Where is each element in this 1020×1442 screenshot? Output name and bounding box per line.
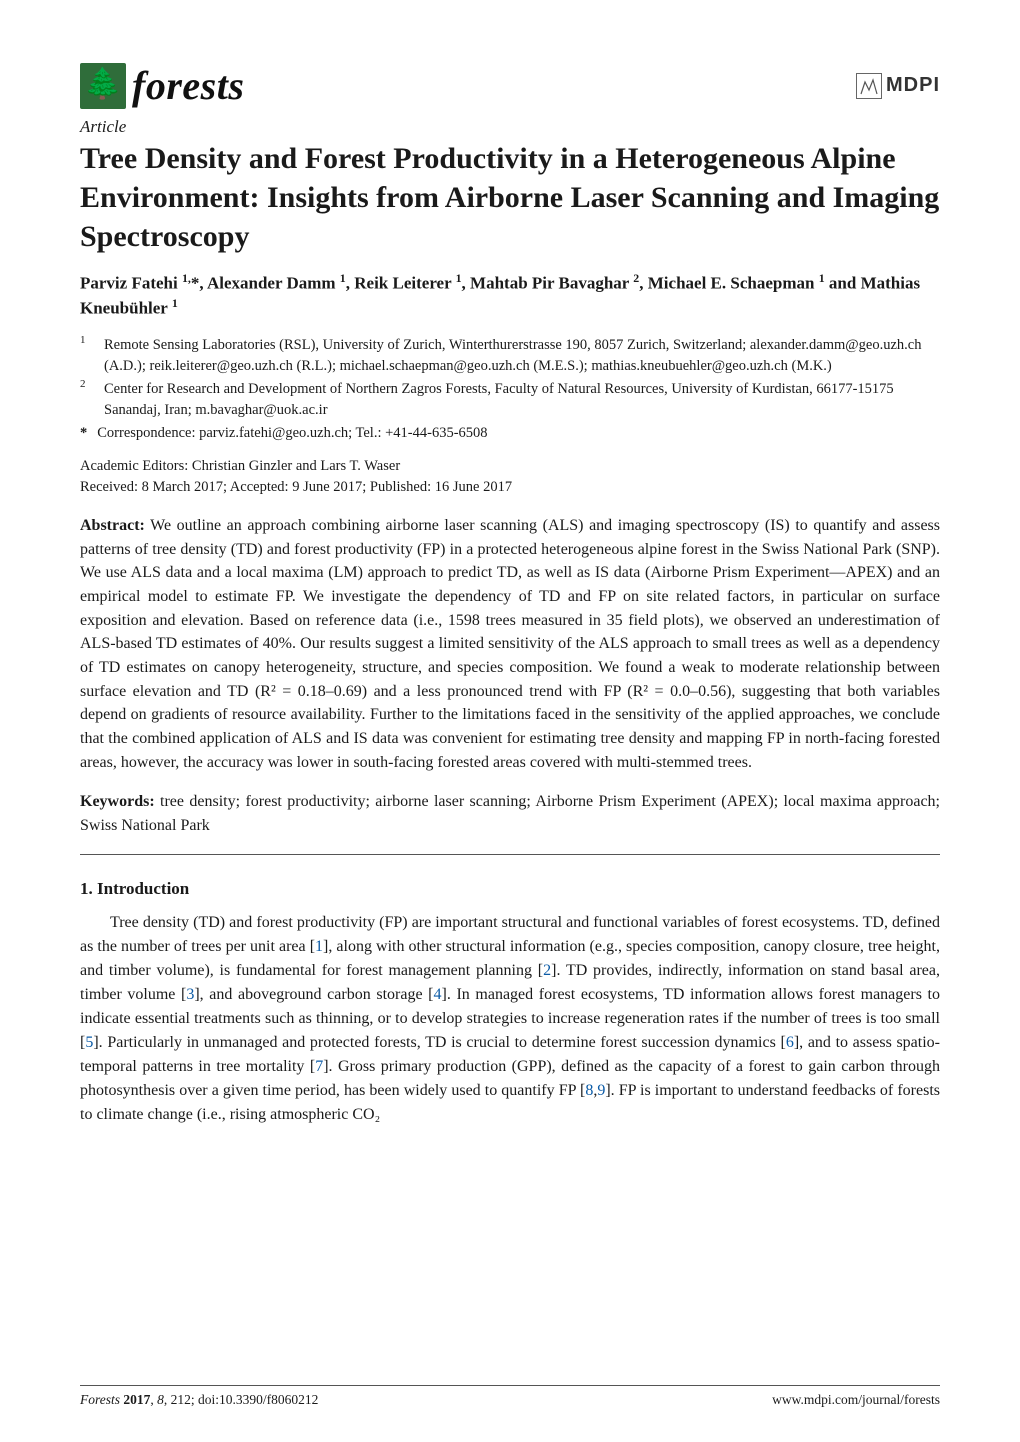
article-type: Article (80, 117, 940, 137)
affiliation-number: 2 (80, 377, 94, 419)
affiliation-text: Remote Sensing Laboratories (RSL), Unive… (104, 335, 940, 377)
keywords-label: Keywords: (80, 793, 155, 810)
article-title: Tree Density and Forest Productivity in … (80, 139, 940, 256)
citation-link[interactable]: 7 (315, 1058, 323, 1075)
footer-divider (80, 1385, 940, 1386)
page-header: 🌲 forests MDPI (80, 62, 940, 109)
academic-editors: Academic Editors: Christian Ginzler and … (80, 456, 940, 477)
citation-link[interactable]: 2 (543, 962, 551, 979)
correspondence-marker: * (80, 423, 87, 444)
section-divider (80, 854, 940, 855)
citation-link[interactable]: 9 (597, 1082, 605, 1099)
author-list: Parviz Fatehi 1,*, Alexander Damm 1, Rei… (80, 270, 940, 321)
correspondence-text: Correspondence: parviz.fatehi@geo.uzh.ch… (97, 423, 487, 444)
keywords: Keywords: tree density; forest productiv… (80, 790, 940, 837)
affiliation-row: 1 Remote Sensing Laboratories (RSL), Uni… (80, 335, 940, 377)
affiliations: 1 Remote Sensing Laboratories (RSL), Uni… (80, 335, 940, 444)
intro-paragraph: Tree density (TD) and forest productivit… (80, 911, 940, 1127)
affiliation-number: 1 (80, 333, 94, 375)
editorial-info: Academic Editors: Christian Ginzler and … (80, 456, 940, 498)
affiliation-text: Center for Research and Development of N… (104, 379, 940, 421)
citation-link[interactable]: 8 (585, 1082, 593, 1099)
abstract: Abstract: We outline an approach combini… (80, 514, 940, 774)
footer-citation: 2017, 8, 212; doi:10.3390/f8060212 (123, 1392, 318, 1407)
citation-link[interactable]: 1 (315, 938, 323, 955)
keywords-text: tree density; forest productivity; airbo… (80, 793, 940, 834)
footer-right: www.mdpi.com/journal/forests (772, 1392, 940, 1408)
abstract-label: Abstract: (80, 517, 145, 534)
citation-link[interactable]: 5 (85, 1034, 93, 1051)
correspondence: * Correspondence: parviz.fatehi@geo.uzh.… (80, 423, 940, 444)
article-dates: Received: 8 March 2017; Accepted: 9 June… (80, 477, 940, 498)
journal-name: forests (132, 62, 244, 109)
affiliation-row: 2 Center for Research and Development of… (80, 379, 940, 421)
footer-journal: Forests (80, 1392, 123, 1407)
abstract-text: We outline an approach combining airborn… (80, 517, 940, 771)
journal-logo-icon: 🌲 (80, 63, 126, 109)
citation-link[interactable]: 3 (186, 986, 194, 1003)
publisher-logo: MDPI (856, 73, 940, 99)
citation-link[interactable]: 6 (786, 1034, 794, 1051)
footer-left: Forests 2017, 8, 212; doi:10.3390/f80602… (80, 1392, 318, 1408)
mdpi-icon (856, 73, 882, 99)
section-heading: 1. Introduction (80, 879, 940, 899)
citation-link[interactable]: 4 (434, 986, 442, 1003)
page-footer: Forests 2017, 8, 212; doi:10.3390/f80602… (80, 1392, 940, 1408)
journal-logo-block: 🌲 forests (80, 62, 244, 109)
publisher-name: MDPI (886, 74, 940, 97)
tree-icon: 🌲 (84, 69, 121, 99)
